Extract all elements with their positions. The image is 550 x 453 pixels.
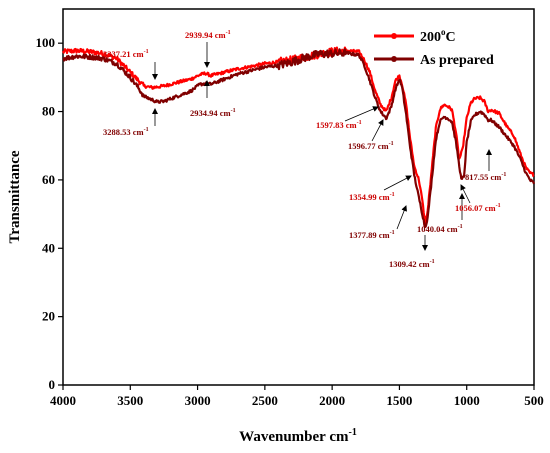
legend-label-200c-sup: o [441, 27, 446, 37]
annotation-label-sup: -1 [357, 120, 362, 126]
annotation-label: 1377.89 cm-1 [349, 230, 395, 240]
annotation-arrow [396, 205, 407, 230]
x-tick-label: 2000 [319, 393, 345, 408]
annotation-label: 2934.94 cm-1 [190, 108, 236, 118]
annotation-label-main: 3288.53 cm [103, 127, 144, 137]
plot-frame [62, 8, 535, 386]
legend-marker-200c [391, 33, 397, 39]
annotation-label-main: 1596.77 cm [348, 141, 389, 151]
x-tick-label: 1500 [386, 393, 412, 408]
y-tick-label: 20 [42, 309, 55, 324]
x-tick-label: 1000 [454, 393, 480, 408]
y-tick-label: 60 [42, 172, 55, 187]
legend-label-200c-main: 200 [420, 30, 441, 45]
annotation-label-sup: -1 [231, 108, 236, 114]
x-tick-label: 3000 [185, 393, 211, 408]
tick-layer: 4000 3500 3000 2500 2000 1500 1000 500 0 20 40 60 80… [36, 35, 544, 408]
annotation-arrow [383, 175, 412, 191]
annotation-label-main: 1597.83 cm [316, 120, 357, 130]
annotation-arrow [344, 106, 379, 122]
annotation-label: 1056.07 cm-1 [455, 203, 501, 213]
annotation-label: 1040.04 cm-1 [417, 224, 463, 234]
x-tick-label: 2500 [252, 393, 278, 408]
annotation-label-main: 1377.89 cm [349, 230, 390, 240]
annotation-label: 3288.53 cm-1 [103, 127, 149, 137]
annotation-label-sup: -1 [501, 172, 506, 178]
y-tick-label: 80 [42, 104, 55, 119]
y-tick-label: 100 [36, 35, 56, 50]
annotation-label-main: 2939.94 cm [185, 30, 226, 40]
legend-label-as-prepared: As prepared [420, 53, 494, 68]
annotation-label: 1596.77 cm-1 [348, 141, 394, 151]
x-tick-label: 4000 [50, 393, 76, 408]
annotation-label: 817.55 cm-1 [465, 172, 506, 182]
series-line-as-prepared [62, 48, 536, 229]
legend-label-200c: 200oC [420, 27, 456, 45]
annotation-label: 1354.99 cm-1 [349, 192, 395, 202]
annotation-label: 3337.21 cm-1 [103, 49, 149, 59]
x-axis-title-sup: -1 [348, 427, 356, 438]
annotation-label-sup: -1 [226, 30, 231, 36]
annotation-label-sup: -1 [390, 230, 395, 236]
annotation-label-main: 3337.21 cm [103, 49, 144, 59]
annotation-label-sup: -1 [496, 203, 501, 209]
legend: 200oC As prepared [374, 27, 494, 68]
annotation-label: 1597.83 cm-1 [316, 120, 362, 130]
annotation-label-main: 1056.07 cm [455, 203, 496, 213]
annotation-label-main: 1040.04 cm [417, 224, 458, 234]
annotation-label-sup: -1 [144, 49, 149, 55]
x-tick-label: 3500 [117, 393, 143, 408]
annotation-label-sup: -1 [430, 259, 435, 265]
series-line-200c [61, 46, 535, 226]
y-axis-title: Transmittance [7, 150, 23, 243]
x-axis-title: Wavenumber cm-1 [239, 427, 357, 445]
x-axis-title-main: Wavenumber cm [239, 429, 349, 445]
legend-label-200c-suffix: C [446, 30, 456, 45]
annotation-label-sup: -1 [390, 192, 395, 198]
x-tick-label: 500 [524, 393, 544, 408]
annotation-label-main: 817.55 cm [465, 172, 501, 182]
annotation-label-main: 2934.94 cm [190, 108, 231, 118]
series-layer [61, 46, 536, 229]
annotation-label-main: 1309.42 cm [389, 259, 430, 269]
annotation-label: 1309.42 cm-1 [389, 259, 435, 269]
annotation-label-main: 1354.99 cm [349, 192, 390, 202]
annotation-label-sup: -1 [389, 141, 394, 147]
annotation-label-sup: -1 [458, 224, 463, 230]
annotation-arrow [460, 184, 471, 204]
legend-marker-as-prepared [391, 56, 397, 62]
y-tick-label: 40 [42, 240, 55, 255]
annotation-arrow [371, 119, 384, 142]
y-tick-label: 0 [49, 377, 56, 392]
annotation-label: 2939.94 cm-1 [185, 30, 231, 40]
annotation-label-sup: -1 [144, 127, 149, 133]
